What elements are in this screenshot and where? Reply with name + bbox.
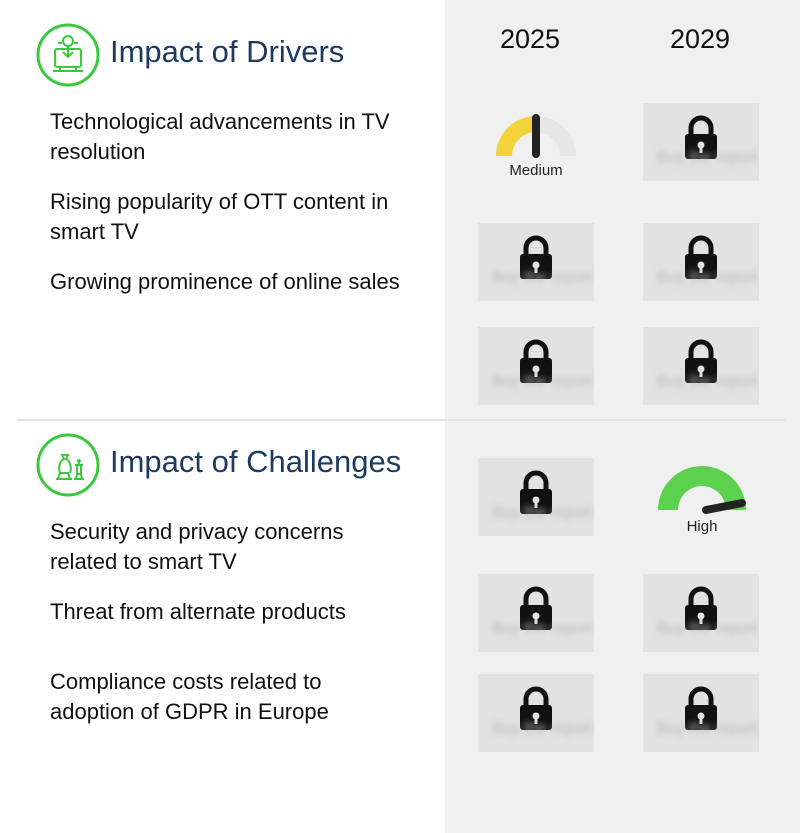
locked-cell[interactable]: Buy the report <box>643 674 759 752</box>
driver-label-2: Rising popularity of OTT content in smar… <box>50 189 389 244</box>
locked-text: Buy the report <box>492 373 593 390</box>
locked-cell[interactable]: Buy the report <box>478 458 594 536</box>
lock-icon <box>520 339 552 383</box>
column-header-2029: 2029 <box>669 24 731 54</box>
lock-icon <box>685 235 717 279</box>
drivers-title: Impact of Drivers <box>110 34 345 69</box>
lock-icon <box>685 115 717 159</box>
lock-icon <box>520 235 552 279</box>
gauge-fill <box>496 116 536 156</box>
locked-cell[interactable]: Buy the report <box>643 103 759 181</box>
lock-icon <box>520 686 552 730</box>
locked-cell[interactable]: Buy the report <box>478 327 594 405</box>
driver-label-1: Technological advancements in TV resolut… <box>50 109 390 164</box>
locked-text: Buy the report <box>492 269 593 286</box>
locked-text: Buy the report <box>657 720 758 737</box>
locked-text: Buy the report <box>492 620 593 637</box>
lock-icon <box>685 686 717 730</box>
gauge-fill <box>658 466 746 510</box>
locked-text: Buy the report <box>492 504 593 521</box>
locked-cell[interactable]: Buy the report <box>478 674 594 752</box>
locked-text: Buy the report <box>492 720 593 737</box>
locked-cell[interactable]: Buy the report <box>643 327 759 405</box>
lock-icon <box>520 470 552 514</box>
challenge-label-3: Compliance costs related to adoption of … <box>50 669 329 724</box>
gauge-label: Medium <box>509 162 563 179</box>
gauge-challenge-1-2029: High <box>642 460 762 550</box>
locked-text: Buy the report <box>657 373 758 390</box>
lock-icon <box>520 586 552 630</box>
gauge-driver-1-2025: Medium <box>476 104 596 194</box>
lock-icon <box>685 586 717 630</box>
locked-text: Buy the report <box>657 620 758 637</box>
locked-cell[interactable]: Buy the report <box>643 223 759 301</box>
challenges-icon <box>36 433 100 497</box>
gauge-label: High <box>686 518 718 535</box>
drivers-icon <box>36 23 100 87</box>
locked-text: Buy the report <box>657 269 758 286</box>
locked-cell[interactable]: Buy the report <box>478 223 594 301</box>
locked-text: Buy the report <box>657 149 758 166</box>
driver-label-3: Growing prominence of online sales <box>50 269 400 294</box>
challenge-label-1: Security and privacy concerns related to… <box>50 519 344 574</box>
challenge-label-2: Threat from alternate products <box>50 599 346 624</box>
locked-cell[interactable]: Buy the report <box>643 574 759 652</box>
section-divider <box>17 419 785 421</box>
lock-icon <box>685 339 717 383</box>
challenges-title: Impact of Challenges <box>110 444 402 479</box>
locked-cell[interactable]: Buy the report <box>478 574 594 652</box>
column-header-2025: 2025 <box>499 24 561 54</box>
